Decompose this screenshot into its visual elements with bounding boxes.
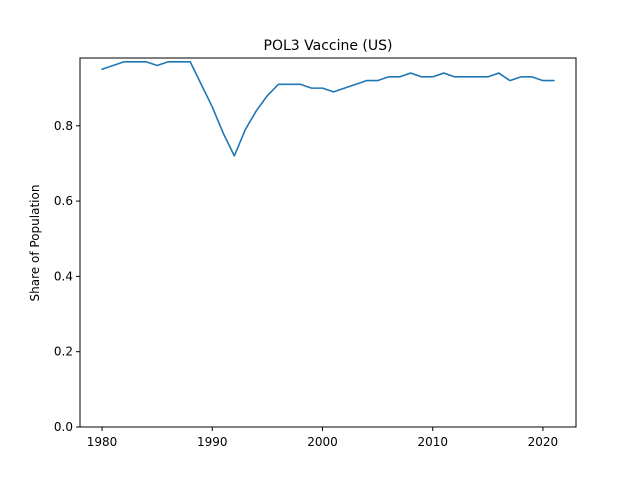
x-tick-label: 2010	[417, 435, 448, 449]
y-tick-label: 0.2	[54, 345, 73, 359]
series-line	[101, 60, 555, 157]
series-layer	[101, 60, 555, 157]
x-tick-label: 2020	[528, 435, 559, 449]
y-axis-ticks: 0.0 0.2 0.4 0.6 0.8	[54, 119, 80, 434]
chart-title: POL3 Vaccine (US)	[264, 38, 393, 54]
x-tick-label: 1990	[197, 435, 228, 449]
plot-frame	[79, 57, 577, 428]
x-tick-label: 2000	[307, 435, 338, 449]
y-tick-label: 0.0	[54, 420, 73, 434]
y-axis-label: Share of Population	[28, 185, 42, 302]
y-tick-label: 0.4	[54, 269, 73, 283]
y-tick-label: 0.6	[54, 194, 73, 208]
y-tick-label: 0.8	[54, 119, 73, 133]
x-axis-ticks: 1980 1990 2000 2010 2020	[87, 427, 558, 449]
x-tick-label: 1980	[87, 435, 118, 449]
